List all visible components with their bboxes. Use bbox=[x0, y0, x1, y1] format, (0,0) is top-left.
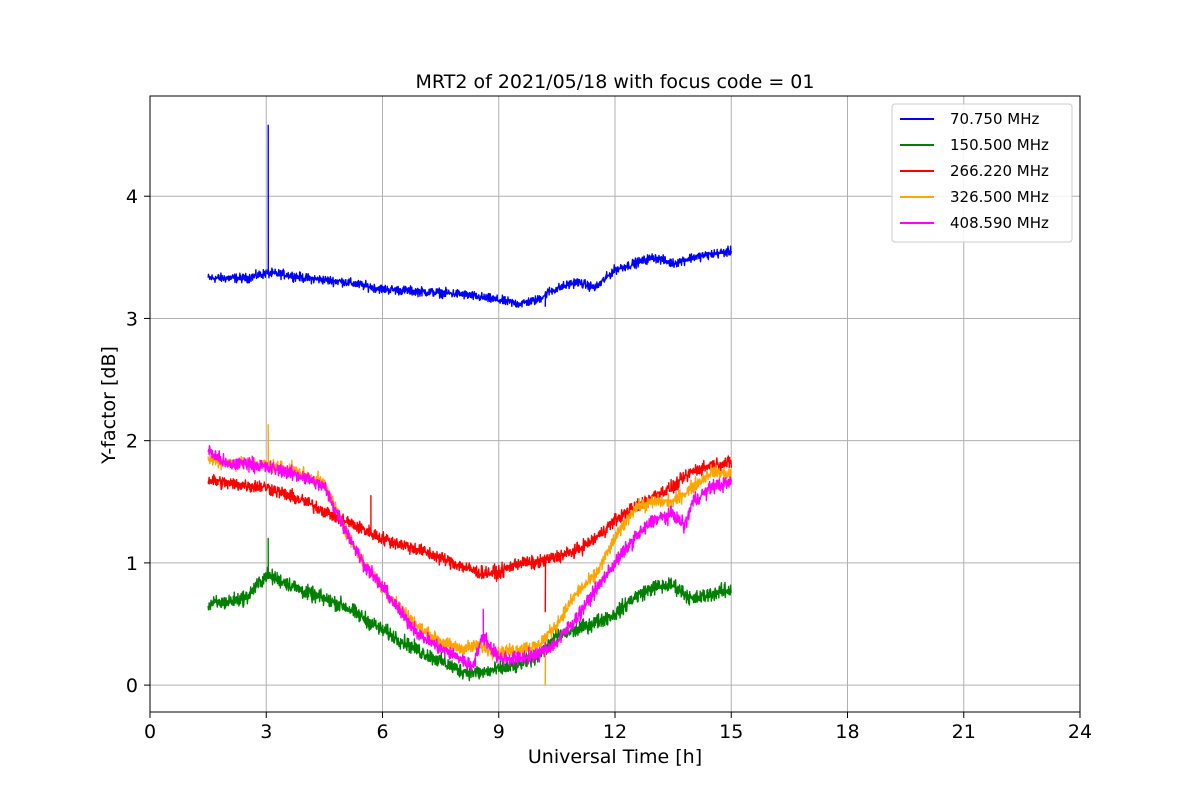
legend-box bbox=[891, 103, 1073, 243]
x-axis-label: Universal Time [h] bbox=[528, 746, 702, 768]
x-tick-label: 3 bbox=[260, 721, 272, 743]
legend-entry-label: 326.500 MHz bbox=[950, 188, 1049, 206]
legend-entry-label: 150.500 MHz bbox=[950, 136, 1049, 154]
x-tick-label: 9 bbox=[493, 721, 505, 743]
x-tick-label: 0 bbox=[144, 721, 156, 743]
chart-title: MRT2 of 2021/05/18 with focus code = 01 bbox=[416, 71, 815, 93]
y-tick-label: 3 bbox=[126, 308, 138, 330]
y-tick-label: 2 bbox=[126, 431, 138, 453]
legend-entry-label: 266.220 MHz bbox=[950, 162, 1049, 180]
series-line-1 bbox=[207, 124, 732, 308]
x-tick-label: 21 bbox=[952, 721, 976, 743]
x-tick-label: 6 bbox=[376, 721, 388, 743]
x-tick-label: 12 bbox=[603, 721, 627, 743]
y-axis-label: Y-factor [dB] bbox=[98, 346, 120, 465]
series-line-4 bbox=[207, 424, 732, 686]
series-lines bbox=[207, 124, 732, 686]
legend: 70.750 MHz 150.500 MHz 266.220 MHz 326.500 … bbox=[891, 103, 1073, 243]
series-line-5 bbox=[207, 445, 732, 672]
y-tick-label: 4 bbox=[126, 186, 138, 208]
x-tick-label: 24 bbox=[1068, 721, 1092, 743]
y-tick-label: 0 bbox=[126, 675, 138, 697]
x-tick-label: 18 bbox=[835, 721, 859, 743]
legend-entry-label: 408.590 MHz bbox=[950, 214, 1049, 232]
legend-entry-label: 70.750 MHz bbox=[950, 110, 1039, 128]
series-line-2 bbox=[207, 537, 732, 682]
x-tick-label: 15 bbox=[719, 721, 743, 743]
y-tick-label: 1 bbox=[126, 553, 138, 575]
